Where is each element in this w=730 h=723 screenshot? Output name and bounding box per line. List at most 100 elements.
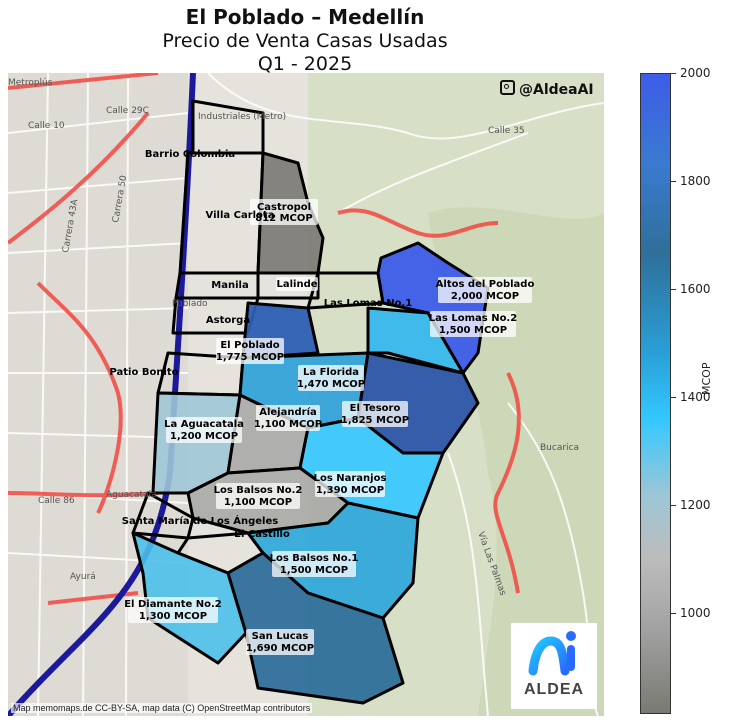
social-handle-text: @AldeaAI [519, 82, 594, 98]
label-value: 812 MCOP [255, 213, 312, 224]
label-el-tesoro: El Tesoro 1,825 MCOP [341, 401, 409, 427]
colorbar-tick [671, 504, 676, 506]
label-name: Alejandría [259, 406, 317, 418]
label-name: Villa Carlota [206, 210, 275, 221]
label-name: El Tesoro [350, 403, 401, 414]
label-value: 1,470 MCOP [297, 379, 365, 390]
map-credit: Map memomaps.de CC-BY-SA, map data (C) O… [11, 703, 313, 713]
label-name: Barrio Colombia [145, 149, 235, 160]
label-value: 1,825 MCOP [341, 415, 409, 426]
label-los-naranjos: Los Naranjos 1,390 MCOP [314, 471, 387, 497]
aldea-logo-icon [528, 631, 576, 676]
colorbar-tick [671, 288, 676, 290]
label-el-poblado: El Poblado 1,775 MCOP [216, 338, 284, 364]
label-name: La Florida [303, 367, 359, 378]
label-name: Patio Bonito [109, 367, 178, 378]
label-value: 1,500 MCOP [439, 325, 507, 336]
label-name: Santa María de Los Ángeles [122, 514, 278, 527]
basemap-label: Metroplús [8, 78, 53, 88]
metro-line [8, 73, 196, 716]
label-la-aguacatala: La Aguacatala 1,200 MCOP [164, 417, 244, 443]
basemap-label: Calle 86 [38, 496, 75, 506]
label-value: 1,200 MCOP [170, 431, 238, 442]
colorbar-tick-label: 1400 [680, 389, 711, 404]
colorbar-tick-label: 1200 [680, 497, 711, 512]
basemap-label: Bucarica [540, 443, 579, 453]
label-name: El Diamante No.2 [124, 599, 222, 610]
colorbar-tick [671, 73, 676, 74]
basemap-label: Industriales (Metro) [198, 112, 286, 122]
label-name: Los Balsos No.1 [270, 553, 359, 564]
choropleth-map: Barrio Colombia Castropol 812 MCOP Villa… [8, 73, 604, 716]
label-patio-bonito: Patio Bonito [109, 367, 178, 378]
label-name: Las Lomas No.1 [324, 298, 412, 309]
label-barrio-colombia: Barrio Colombia [145, 149, 235, 160]
basemap-label: Poblado [172, 299, 208, 309]
colorbar: 1000 1200 1400 1600 1800 2000 [640, 66, 711, 714]
label-name: Castropol [257, 202, 311, 213]
polygon-altos-del-poblado[interactable] [376, 241, 490, 375]
label-manila: Manila [211, 280, 248, 291]
label-value: 2,000 MCOP [451, 291, 519, 302]
aldea-logo: ALDEA [511, 623, 597, 709]
polygon-lalinde[interactable] [256, 271, 320, 300]
polygon-las-lomas-2[interactable] [366, 306, 465, 375]
label-value: 1,775 MCOP [216, 352, 284, 363]
label-name: San Lucas [252, 631, 309, 642]
label-san-lucas: San Lucas 1,690 MCOP [246, 629, 314, 655]
aldea-logo-text: ALDEA [523, 681, 585, 698]
label-name: Los Naranjos [314, 473, 387, 484]
label-villa-carlota: Villa Carlota [206, 210, 275, 221]
label-el-diamante-2: El Diamante No.2 1,300 MCOP [124, 597, 222, 623]
basemap-main-roads [8, 73, 521, 605]
label-las-lomas-2: Las Lomas No.2 1,500 MCOP [429, 311, 517, 337]
map-period: Q1 - 2025 [257, 53, 353, 75]
label-santa-maria: Santa María de Los Ángeles [122, 514, 278, 527]
colorbar-tick [671, 612, 676, 614]
basemap-label: Ayurá [70, 572, 96, 582]
label-name: Manila [211, 280, 248, 291]
instagram-icon [500, 80, 515, 95]
map-title: El Poblado – Medellín [185, 5, 425, 29]
label-name: El Castillo [234, 529, 290, 540]
label-name: Astorga [206, 315, 250, 326]
map-subtitle: Precio de Venta Casas Usadas [162, 30, 448, 52]
label-name: Lalinde [276, 279, 317, 290]
label-value: 1,300 MCOP [139, 611, 207, 622]
label-astorga: Astorga [206, 315, 250, 326]
label-value: 1,690 MCOP [246, 643, 314, 654]
label-value: 1,100 MCOP [224, 497, 292, 508]
label-value: 1,390 MCOP [316, 485, 384, 496]
basemap-label: Calle 29C [106, 106, 149, 116]
label-name: Altos del Poblado [436, 279, 535, 290]
label-alejandria: Alejandría 1,100 MCOP [254, 405, 322, 431]
label-name: Los Balsos No.2 [214, 485, 303, 496]
label-name: El Poblado [220, 340, 279, 351]
label-los-balsos-2: Los Balsos No.2 1,100 MCOP [214, 483, 303, 509]
colorbar-gradient [640, 73, 671, 714]
basemap-label: Calle 35 [488, 126, 525, 136]
colorbar-tick-label: 1800 [680, 173, 711, 188]
label-value: 1,100 MCOP [254, 419, 322, 430]
basemap-streets [8, 73, 604, 716]
label-los-balsos-1: Los Balsos No.1 1,500 MCOP [270, 551, 359, 577]
label-name: Las Lomas No.2 [429, 313, 517, 324]
label-las-lomas-1: Las Lomas No.1 [324, 298, 412, 309]
label-name: La Aguacatala [164, 419, 244, 430]
label-lalinde: Lalinde [276, 277, 318, 291]
social-handle: @AldeaAI [500, 80, 594, 98]
label-altos-del-poblado: Altos del Poblado 2,000 MCOP [436, 277, 535, 303]
basemap-label: Aguacatala [106, 490, 157, 500]
colorbar-tick-label: 1000 [680, 605, 711, 620]
colorbar-tick-label: 2000 [680, 66, 711, 80]
colorbar-tick [671, 396, 676, 398]
basemap-label: Calle 10 [28, 121, 65, 131]
colorbar-label: MCOP [700, 362, 713, 395]
label-castropol: Castropol 812 MCOP [250, 199, 318, 225]
colorbar-tick [671, 180, 676, 182]
colorbar-tick-label: 1600 [680, 281, 711, 296]
label-value: 1,500 MCOP [280, 565, 348, 576]
label-el-castillo: El Castillo [234, 529, 290, 540]
label-la-florida: La Florida 1,470 MCOP [297, 365, 365, 391]
title-block: El Poblado – Medellín Precio de Venta Ca… [0, 4, 610, 75]
